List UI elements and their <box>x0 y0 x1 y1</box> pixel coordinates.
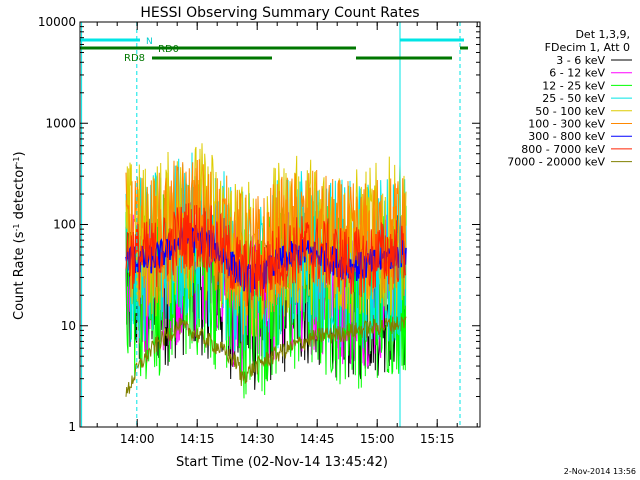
x-axis-label: Start Time (02-Nov-14 13:45:42) <box>176 455 388 470</box>
y-axis-label-exp-1: -1 <box>12 223 21 231</box>
y-axis-label-part-1: Count Rate (s <box>12 231 27 320</box>
legend-header-line-2: FDecim 1, Att 0 <box>545 41 630 54</box>
y-tick-label: 1000 <box>45 116 76 130</box>
chart-title: HESSI Observing Summary Count Rates <box>140 5 419 21</box>
legend-label-5: 100 - 300 keV <box>528 118 605 131</box>
footer-timestamp: 2-Nov-2014 13:56 <box>564 467 636 476</box>
y-tick-label: 1 <box>68 420 76 434</box>
series-line-8 <box>125 316 407 397</box>
y-axis-label-exp-2: -1 <box>12 156 21 164</box>
rd0-label: RD0 <box>158 44 179 55</box>
y-tick-label: 100 <box>53 218 76 232</box>
x-tick-label: 14:30 <box>240 432 275 446</box>
n-label: N <box>146 37 153 47</box>
x-tick-label: 14:00 <box>120 432 155 446</box>
legend-header-line-1: Det 1,3,9, <box>575 28 630 41</box>
x-tick-label: 15:00 <box>360 432 395 446</box>
y-tick-label: 10 <box>61 319 76 333</box>
series-line-7 <box>125 203 407 307</box>
y-axis: 1 10 100 1000 10000 <box>38 15 480 434</box>
legend-label-1: 6 - 12 keV <box>549 67 605 80</box>
legend-label-2: 12 - 25 keV <box>542 79 605 92</box>
series-line-3 <box>125 152 407 359</box>
x-axis: 14:00 14:15 14:30 14:45 15:00 15:15 <box>96 22 478 446</box>
y-axis-label-part-3: ) <box>12 151 27 156</box>
legend-label-7: 800 - 7000 keV <box>521 143 605 156</box>
rd8-label: RD8 <box>124 53 145 64</box>
y-tick-label: 10000 <box>38 15 76 29</box>
legend-label-8: 7000 - 20000 keV <box>507 156 605 169</box>
legend-label-0: 3 - 6 keV <box>556 54 605 67</box>
legend-label-3: 25 - 50 keV <box>542 92 605 105</box>
x-tick-label: 14:15 <box>180 432 215 446</box>
x-tick-label: 15:15 <box>420 432 455 446</box>
y-axis-label: Count Rate (s-1 detector-1) <box>12 151 28 320</box>
legend-label-6: 300 - 800 keV <box>528 130 605 143</box>
legend-label-4: 50 - 100 keV <box>535 105 605 118</box>
y-axis-label-part-2: detector <box>12 164 27 224</box>
x-tick-label: 14:45 <box>300 432 335 446</box>
